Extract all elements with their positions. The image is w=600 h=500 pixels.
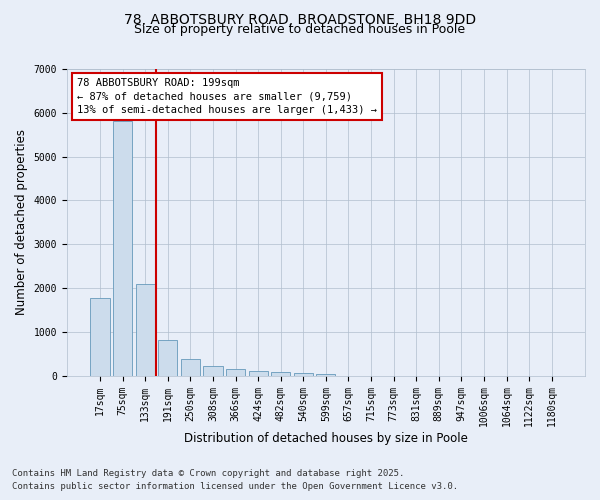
X-axis label: Distribution of detached houses by size in Poole: Distribution of detached houses by size … [184, 432, 468, 445]
Bar [226, 370, 245, 376]
Bar [316, 374, 335, 376]
Text: 78, ABBOTSBURY ROAD, BROADSTONE, BH18 9DD: 78, ABBOTSBURY ROAD, BROADSTONE, BH18 9D… [124, 12, 476, 26]
Bar [203, 366, 223, 376]
Text: Contains public sector information licensed under the Open Government Licence v3: Contains public sector information licen… [12, 482, 458, 491]
Y-axis label: Number of detached properties: Number of detached properties [15, 130, 28, 316]
Bar [181, 359, 200, 376]
Text: Size of property relative to detached houses in Poole: Size of property relative to detached ho… [134, 22, 466, 36]
Text: 78 ABBOTSBURY ROAD: 199sqm
← 87% of detached houses are smaller (9,759)
13% of s: 78 ABBOTSBURY ROAD: 199sqm ← 87% of deta… [77, 78, 377, 114]
Bar [91, 298, 110, 376]
Bar [113, 120, 132, 376]
Bar [293, 373, 313, 376]
Bar [136, 284, 155, 376]
Bar [271, 372, 290, 376]
Text: Contains HM Land Registry data © Crown copyright and database right 2025.: Contains HM Land Registry data © Crown c… [12, 468, 404, 477]
Bar [158, 340, 178, 376]
Bar [248, 371, 268, 376]
